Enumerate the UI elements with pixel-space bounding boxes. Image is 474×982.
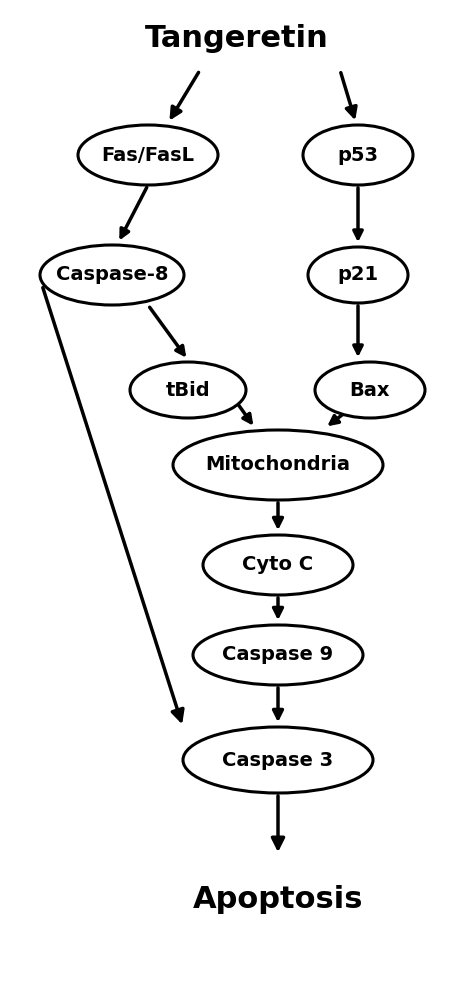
Ellipse shape [203,535,353,595]
Text: Caspase-8: Caspase-8 [56,265,168,285]
Ellipse shape [130,362,246,418]
Text: tBid: tBid [166,380,210,400]
Text: p21: p21 [337,265,379,285]
Ellipse shape [183,727,373,793]
Ellipse shape [193,625,363,685]
Ellipse shape [303,125,413,185]
Text: Bax: Bax [350,380,390,400]
Ellipse shape [173,430,383,500]
Text: p53: p53 [337,145,379,165]
Ellipse shape [308,247,408,303]
Text: Apoptosis: Apoptosis [193,886,363,914]
Text: Tangeretin: Tangeretin [145,24,329,52]
Text: Caspase 3: Caspase 3 [222,750,334,770]
Ellipse shape [78,125,218,185]
Text: Cyto C: Cyto C [242,556,314,574]
Text: Mitochondria: Mitochondria [206,456,350,474]
Ellipse shape [315,362,425,418]
Text: Fas/FasL: Fas/FasL [101,145,194,165]
Text: Caspase 9: Caspase 9 [222,645,334,665]
Ellipse shape [40,245,184,305]
